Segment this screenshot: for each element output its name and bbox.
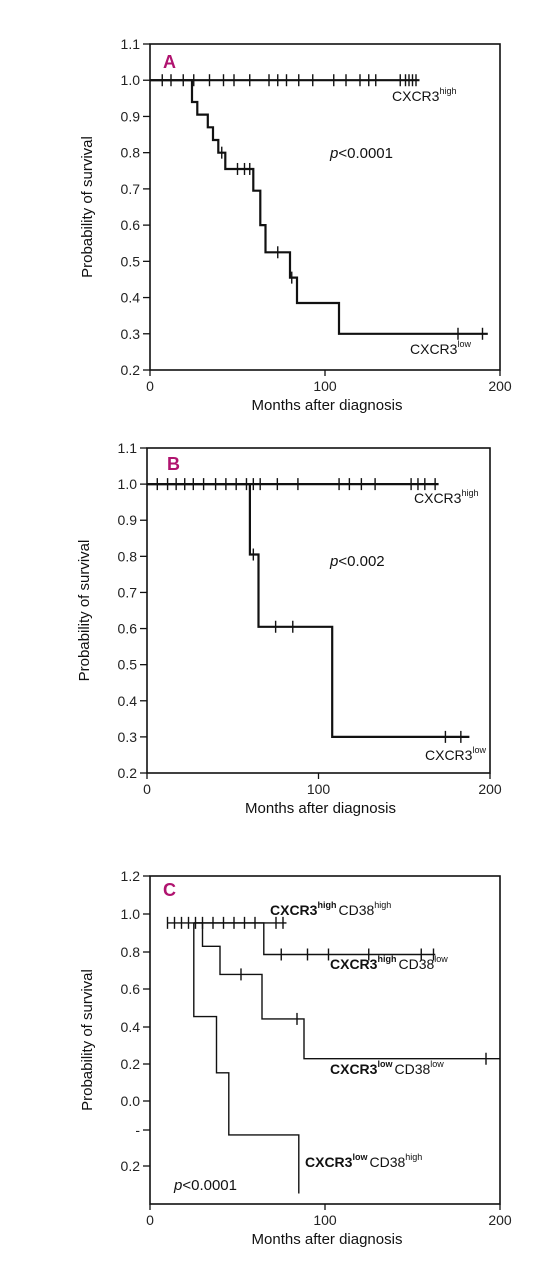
y-tick-label: 0.8 xyxy=(121,145,141,161)
series-label-marker-level: low xyxy=(352,1152,368,1162)
x-tick-label: 200 xyxy=(478,781,502,797)
series-label-1: CXCR3high CD38high xyxy=(270,900,391,918)
series-label-1: CXCR3high xyxy=(414,488,478,506)
series-label-marker: CXCR3 xyxy=(330,1061,378,1077)
survival-curve-2 xyxy=(150,79,488,335)
x-tick-label: 0 xyxy=(146,1212,154,1228)
p-value: p<0.0001 xyxy=(329,145,393,162)
p-value: p<0.0001 xyxy=(173,1177,237,1194)
y-tick-label: 1.1 xyxy=(118,440,138,456)
y-tick-label: 0.2 xyxy=(121,1056,141,1072)
series-label-marker-level: low xyxy=(377,1059,393,1069)
series-label-marker-level: high xyxy=(377,954,396,964)
series-label-2: CXCR3low xyxy=(425,745,486,763)
x-tick-label: 100 xyxy=(313,1212,337,1228)
series-label-marker-level: high xyxy=(439,86,456,96)
series-label-second-level: high xyxy=(374,900,391,910)
x-tick-label: 0 xyxy=(143,781,151,797)
y-tick-label: 1.0 xyxy=(121,906,141,922)
y-tick-label: 0.6 xyxy=(121,217,141,233)
x-tick-label: 200 xyxy=(488,1212,512,1228)
series-label-second-marker: CD38 xyxy=(338,902,374,918)
x-tick-label: 0 xyxy=(146,378,154,394)
series-label-marker: CXCR3 xyxy=(305,1154,353,1170)
y-tick-label: 0.5 xyxy=(118,657,138,673)
panel-letter: A xyxy=(163,52,176,72)
x-axis-title: Months after diagnosis xyxy=(245,800,396,817)
p-value-symbol: p xyxy=(329,145,338,162)
y-axis-title: Probability of survival xyxy=(79,136,96,278)
p-value: p<0.002 xyxy=(329,553,385,570)
y-tick-label: - xyxy=(135,1122,140,1138)
series-label-1: CXCR3high xyxy=(392,86,456,104)
y-tick-label: 1.1 xyxy=(121,36,141,52)
y-tick-label: 0.7 xyxy=(121,181,141,197)
series-label-marker-level: low xyxy=(457,339,471,349)
series-label-marker-level: low xyxy=(472,745,486,755)
series-label-4: CXCR3low CD38high xyxy=(305,1152,422,1170)
p-value-number: <0.0001 xyxy=(182,1177,237,1194)
y-tick-label: 0.4 xyxy=(121,290,141,306)
series-label-marker: CXCR3 xyxy=(425,747,473,763)
series-label-marker: CXCR3 xyxy=(392,88,440,104)
series-label-marker: CXCR3 xyxy=(414,490,462,506)
survival-curve-2 xyxy=(147,483,470,739)
series-label-second-marker: CD38 xyxy=(394,1061,430,1077)
series-label-marker: CXCR3 xyxy=(270,902,318,918)
series-label-second-level: low xyxy=(430,1059,444,1069)
y-tick-label: 0.6 xyxy=(118,621,138,637)
series-label-marker-level: high xyxy=(317,900,336,910)
y-tick-label: 0.2 xyxy=(118,765,138,781)
series-label-2: CXCR3low xyxy=(410,339,471,357)
x-tick-label: 100 xyxy=(307,781,331,797)
x-tick-label: 200 xyxy=(488,378,512,394)
series-label-second-level: low xyxy=(434,954,448,964)
y-tick-label: 0.6 xyxy=(121,981,141,997)
series-label-marker-level: high xyxy=(461,488,478,498)
y-tick-label: 0.5 xyxy=(121,253,141,269)
panel-letter: C xyxy=(163,880,176,900)
y-tick-label: 0.8 xyxy=(118,548,138,564)
y-tick-label: 1.0 xyxy=(118,476,138,492)
y-tick-label: 0.4 xyxy=(118,693,138,709)
series-label-2: CXCR3high CD38low xyxy=(330,954,448,972)
p-value-number: <0.002 xyxy=(338,553,384,570)
y-tick-label: 0.3 xyxy=(118,729,138,745)
series-label-marker: CXCR3 xyxy=(330,956,378,972)
y-tick-label: 0.0 xyxy=(121,1093,141,1109)
p-value-number: <0.0001 xyxy=(338,145,393,162)
series-label-3: CXCR3low CD38low xyxy=(330,1059,444,1077)
y-tick-label: 0.2 xyxy=(121,362,141,378)
series-label-second-level: high xyxy=(405,1152,422,1162)
chart-panel-a: 0.2 0.3 0.4 0.5 0.6 0.7 0.8 0.9 1.0 1.1 0 100 200 Mon… xyxy=(79,36,512,414)
p-value-symbol: p xyxy=(173,1177,182,1194)
y-axis-title: Probability of survival xyxy=(79,969,96,1111)
survival-curve-3 xyxy=(193,922,500,1060)
x-axis-title: Months after diagnosis xyxy=(252,1231,403,1248)
x-axis-title: Months after diagnosis xyxy=(252,397,403,414)
chart-panel-c: 1.2 1.0 0.8 0.6 0.4 0.2 0.0 - 0.2 0 100 200 Months a… xyxy=(79,868,512,1248)
series-label-marker: CXCR3 xyxy=(410,341,458,357)
y-tick-label: 0.8 xyxy=(121,944,141,960)
y-tick-label: 0.9 xyxy=(118,512,138,528)
y-axis-title: Probability of survival xyxy=(76,540,93,682)
series-label-second-marker: CD38 xyxy=(369,1154,405,1170)
y-tick-label: 0.3 xyxy=(121,326,141,342)
x-tick-label: 100 xyxy=(313,378,337,394)
y-tick-label: 0.4 xyxy=(121,1019,141,1035)
y-tick-label: 1.2 xyxy=(121,868,141,884)
panel-letter: B xyxy=(167,454,180,474)
survival-curve-4 xyxy=(193,922,300,1194)
y-tick-label: 0.7 xyxy=(118,584,138,600)
survival-curve-2 xyxy=(193,922,436,956)
chart-panel-b: 0.2 0.3 0.4 0.5 0.6 0.7 0.8 0.9 1.0 1.1 0 100 200 Mon… xyxy=(76,440,502,817)
y-tick-label: 0.9 xyxy=(121,108,141,124)
y-tick-label: 1.0 xyxy=(121,72,141,88)
series-label-second-marker: CD38 xyxy=(398,956,434,972)
p-value-symbol: p xyxy=(329,553,338,570)
y-tick-label: 0.2 xyxy=(121,1158,141,1174)
